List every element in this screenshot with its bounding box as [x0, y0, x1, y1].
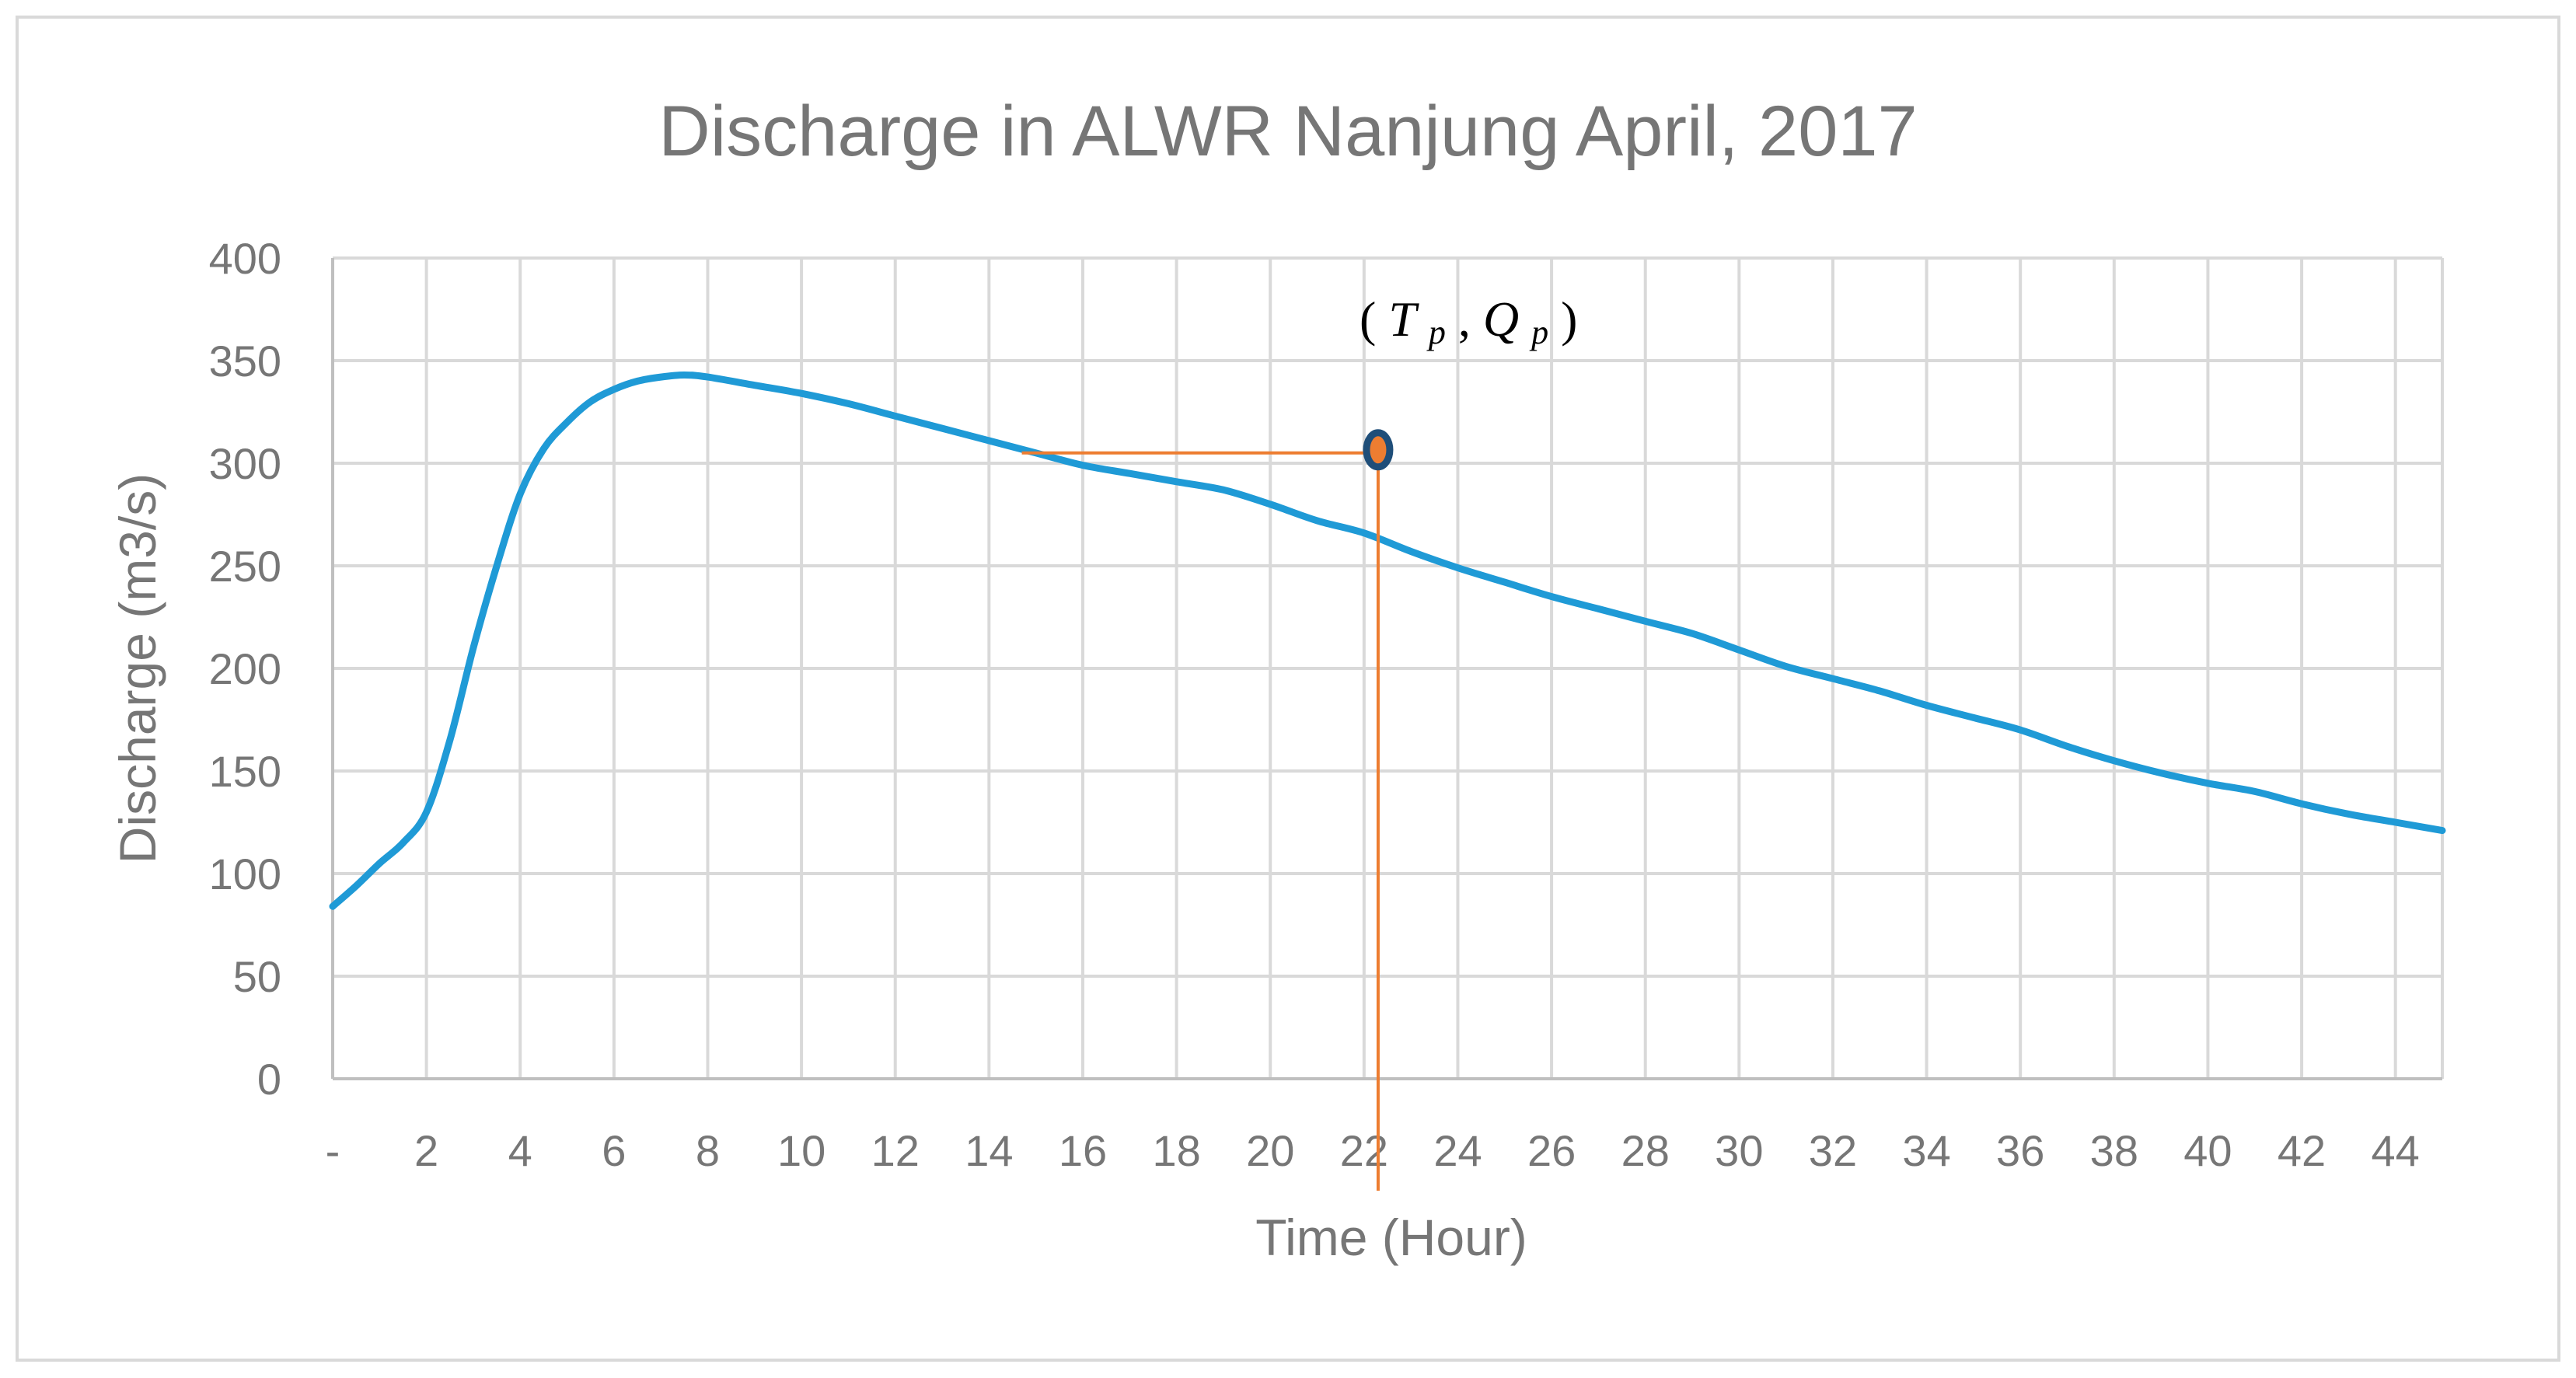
x-tick-label: 16	[1059, 1126, 1107, 1175]
discharge-series-line	[329, 372, 2446, 910]
x-tick-label: 4	[508, 1126, 532, 1175]
annotation-layer	[1021, 429, 1394, 1191]
annotation-open-paren: (	[1360, 291, 1376, 347]
annotation-close-paren: )	[1561, 291, 1577, 347]
x-tick-label: 28	[1621, 1126, 1670, 1175]
y-tick-label: 0	[257, 1055, 281, 1104]
y-tick-label: 400	[209, 234, 281, 283]
y-tick-label: 150	[209, 747, 281, 796]
grid	[333, 256, 2444, 1079]
annotation-Q-sub: p	[1529, 313, 1548, 351]
annotation-Q: Q	[1483, 291, 1519, 347]
x-tick-label: 10	[777, 1126, 826, 1175]
x-tick-label: 42	[2278, 1126, 2326, 1175]
x-tick-label: 12	[871, 1126, 920, 1175]
peak-point-marker	[1363, 429, 1394, 471]
y-tick-label: 100	[209, 849, 281, 898]
annotation-comma: ,	[1458, 291, 1483, 347]
x-tick-label: 18	[1152, 1126, 1200, 1175]
x-tick-label: 38	[2090, 1126, 2138, 1175]
x-tick-label: 14	[965, 1126, 1013, 1175]
annotation-T: T	[1388, 291, 1419, 347]
y-tick-label: 250	[209, 542, 281, 591]
x-tick-label: 30	[1715, 1126, 1763, 1175]
x-tick-label: 32	[1809, 1126, 1857, 1175]
x-tick-label: 26	[1527, 1126, 1576, 1175]
x-tick-label: 8	[696, 1126, 720, 1175]
y-tick-label: 200	[209, 644, 281, 693]
x-tick-label: 2	[414, 1126, 438, 1175]
x-axis-title: Time (Hour)	[1255, 1209, 1527, 1266]
y-tick-labels: 0 50 100 150 200 250 300 350 400	[209, 234, 281, 1104]
y-axis-title: Discharge (m3/s)	[109, 473, 166, 863]
x-tick-label: 20	[1246, 1126, 1294, 1175]
chart-title: Discharge in ALWR Nanjung April, 2017	[658, 92, 1917, 171]
x-tick-labels: -2 4 6 8 10 12 14 16 18 20 22 24 26 28 30 32 34 36 38 40 42 4…	[326, 1126, 2420, 1175]
x-tick-label: 24	[1433, 1126, 1482, 1175]
x-tick-label: 34	[1902, 1126, 1950, 1175]
series-layer	[329, 372, 2446, 910]
y-tick-label: 300	[209, 439, 281, 488]
axes	[331, 258, 2442, 1080]
annotation-T-sub: p	[1426, 313, 1446, 351]
x-tick-label: -	[326, 1126, 340, 1175]
x-tick-label: 6	[602, 1126, 626, 1175]
y-tick-label: 50	[233, 952, 281, 1001]
x-tick-label: 36	[1996, 1126, 2044, 1175]
x-tick-label: 44	[2372, 1126, 2420, 1175]
chart-border	[16, 16, 2560, 1362]
x-tick-label: 40	[2183, 1126, 2232, 1175]
peak-annotation-label: ( T p , Q p )	[1360, 291, 1577, 354]
x-tick-label: 22	[1340, 1126, 1388, 1175]
y-tick-label: 350	[209, 337, 281, 385]
